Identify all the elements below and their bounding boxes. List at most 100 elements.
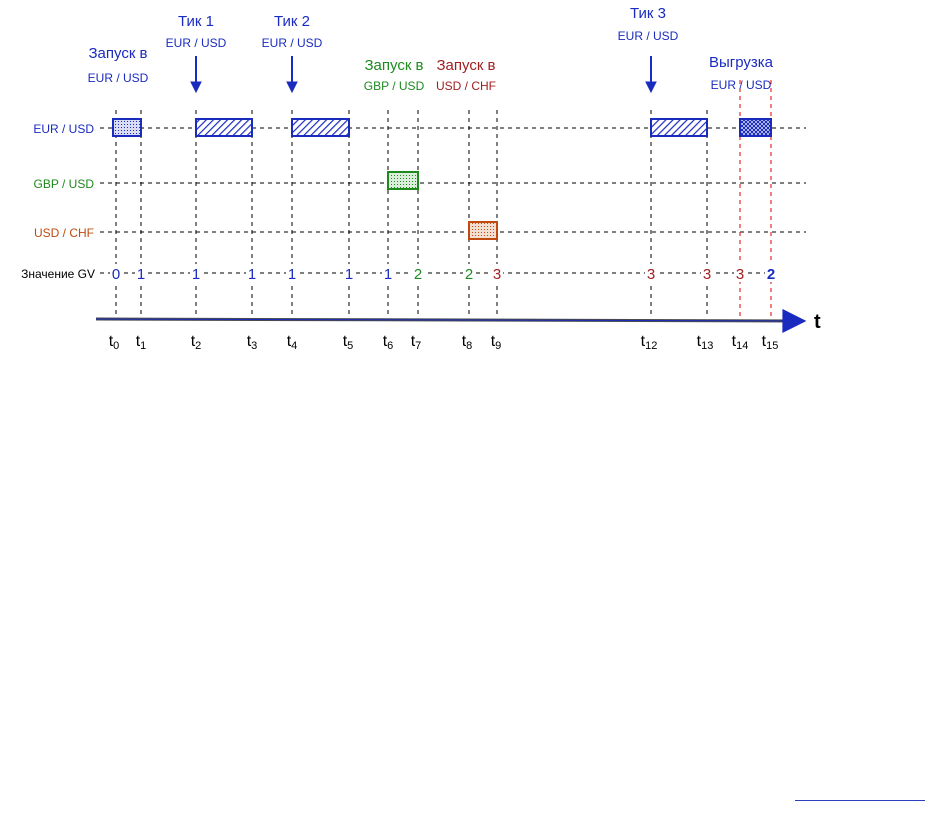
tick-label-base: t [732, 333, 737, 350]
gv-value-backing [645, 264, 657, 282]
tick-arrow-icon [645, 56, 657, 94]
tick-label: t3 [247, 333, 258, 352]
gv-value: 1 [192, 266, 200, 283]
gv-value-backing [135, 264, 147, 282]
tick-label-sub: 15 [766, 340, 778, 352]
tick-label-sub: 7 [415, 340, 421, 352]
gv-value-backing [463, 264, 475, 282]
tick-label: t13 [697, 333, 714, 352]
gv-value-backing [491, 264, 503, 282]
gv-value: 1 [248, 266, 256, 283]
eurusd-tick2-box [291, 118, 350, 137]
gv-value-backing [382, 264, 394, 282]
gv-value: 1 [288, 266, 296, 283]
gv-value-backing [701, 264, 713, 282]
tick-label-base: t [383, 333, 388, 350]
event-label-symbol: EUR / USD [262, 36, 323, 50]
page-corner-line [795, 800, 925, 801]
event-label-symbol: EUR / USD [88, 71, 149, 85]
tick-label-base: t [697, 333, 702, 350]
eurusd-unload-box [739, 118, 772, 137]
tick-label-base: t [641, 333, 646, 350]
time-axis-highlight [95, 318, 805, 322]
tick-label: t6 [383, 333, 394, 352]
event-labels: Запуск в EUR / USD Тик 1 EUR / USD Тик 2 EUR … [88, 5, 774, 93]
gv-value-backing [286, 264, 298, 282]
tick-labels: t0 t1 t2 t3 t4 t5 t6 t7 t8 t9 t12 t13 t14 t15 [109, 333, 779, 352]
gv-value-backing [412, 264, 424, 282]
tick-label: t12 [641, 333, 658, 352]
gv-value: 1 [384, 266, 392, 283]
tick-label: t14 [732, 333, 749, 352]
tick-label-sub: 8 [466, 340, 472, 352]
tick-label-sub: 4 [291, 340, 297, 352]
eurusd-tick3-box [650, 118, 708, 137]
event-label-title: Тик 1 [178, 13, 214, 30]
axis-label-t: t [814, 311, 821, 333]
usdchf-start-box [468, 221, 498, 240]
tick-label: t7 [411, 333, 422, 352]
tick-label-base: t [343, 333, 348, 350]
gv-value: 1 [137, 266, 145, 283]
gv-value-backing [765, 264, 777, 282]
gv-value: 2 [465, 266, 473, 283]
tick-label-sub: 12 [645, 340, 657, 352]
tick-label-sub: 14 [736, 340, 748, 352]
tick-label: t4 [287, 333, 298, 352]
gbpusd-start-box [387, 171, 419, 190]
event-label-title: Запуск в [436, 57, 495, 74]
tick-arrow-icon [190, 56, 202, 94]
tick-label-sub: 1 [140, 340, 146, 352]
event-label-symbol: EUR / USD [166, 36, 227, 50]
tick-label-base: t [287, 333, 292, 350]
gv-value: 2 [767, 266, 775, 283]
gv-value-backing [246, 264, 258, 282]
gv-value: 0 [112, 266, 120, 283]
gv-value: 2 [414, 266, 422, 283]
tick-arrow-icon [286, 56, 298, 94]
gv-value-backing [343, 264, 355, 282]
event-label-symbol: EUR / USD [618, 29, 679, 43]
tick-label-base: t [762, 333, 767, 350]
tick-label: t5 [343, 333, 354, 352]
time-marker-lines [115, 110, 708, 318]
gv-value: 3 [493, 266, 501, 283]
row-label-eurusd: EUR / USD [33, 122, 94, 136]
event-label-symbol: GBP / USD [364, 79, 425, 93]
gv-value: 3 [736, 266, 744, 283]
tick-label-sub: 9 [495, 340, 501, 352]
event-label-title: Выгрузка [709, 54, 774, 71]
gv-value: 1 [345, 266, 353, 283]
tick-label: t0 [109, 333, 120, 352]
gv-row-label: Значение GV [21, 267, 95, 281]
tick-label-base: t [247, 333, 252, 350]
event-label-title: Тик 3 [630, 5, 666, 22]
tick-label: t1 [136, 333, 147, 352]
tick-label-sub: 6 [387, 340, 393, 352]
tick-label-sub: 2 [195, 340, 201, 352]
event-label-title: Запуск в [364, 57, 423, 74]
row-label-usdchf: USD / CHF [34, 226, 94, 240]
tick-label: t2 [191, 333, 202, 352]
tick-label: t8 [462, 333, 473, 352]
row-label-gbpusd: GBP / USD [34, 177, 95, 191]
tick-label-sub: 5 [347, 340, 353, 352]
gv-value: 3 [703, 266, 711, 283]
tick-label-sub: 13 [701, 340, 713, 352]
tick-label-base: t [136, 333, 141, 350]
gv-value-backing [734, 264, 746, 282]
eurusd-tick1-box [195, 118, 253, 137]
tick-label-base: t [491, 333, 496, 350]
tick-label-sub: 0 [113, 340, 119, 352]
tick-label: t15 [762, 333, 779, 352]
event-label-symbol: USD / CHF [436, 79, 496, 93]
tick-label: t9 [491, 333, 502, 352]
event-label-title: Тик 2 [274, 13, 310, 30]
event-label-symbol: EUR / USD [711, 78, 772, 92]
tick-label-base: t [411, 333, 416, 350]
tick-label-base: t [462, 333, 467, 350]
tick-label-base: t [191, 333, 196, 350]
event-label-title: Запуск в [88, 45, 147, 62]
